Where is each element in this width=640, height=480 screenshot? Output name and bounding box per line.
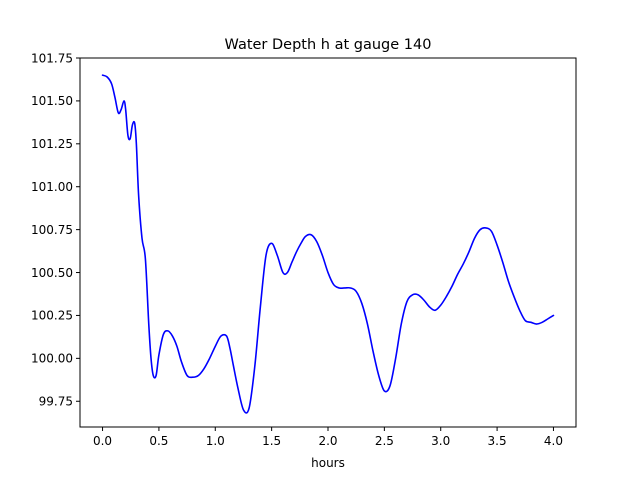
x-tick-label: 2.0 — [318, 434, 337, 448]
y-tick-label: 100.75 — [31, 223, 73, 237]
y-tick-label: 101.50 — [31, 94, 73, 108]
y-axis-ticks: 99.75 100.00 100.25 100.50 100.75 101.00 101.2… — [31, 51, 80, 409]
x-tick-label: 1.5 — [262, 434, 281, 448]
y-tick-label: 100.50 — [31, 266, 73, 280]
y-tick-label: 101.25 — [31, 137, 73, 151]
y-tick-label: 100.00 — [31, 352, 73, 366]
y-tick-label: 100.25 — [31, 309, 73, 323]
x-tick-label: 3.0 — [431, 434, 450, 448]
x-tick-label: 4.0 — [544, 434, 563, 448]
series-line — [101, 74, 555, 414]
y-tick-label: 101.00 — [31, 180, 73, 194]
x-axis-label: hours — [311, 456, 345, 470]
x-tick-label: 1.0 — [206, 434, 225, 448]
x-tick-label: 3.5 — [488, 434, 507, 448]
x-tick-label: 0.0 — [93, 434, 112, 448]
series-layer — [101, 74, 555, 414]
x-axis-ticks: 0.0 0.5 1.0 1.5 2.0 2.5 3.0 3.5 4.0 — [93, 427, 563, 448]
chart-title: Water Depth h at gauge 140 — [225, 37, 432, 53]
y-tick-label: 101.75 — [31, 51, 73, 65]
x-tick-label: 2.5 — [375, 434, 394, 448]
x-tick-label: 0.5 — [149, 434, 168, 448]
y-tick-label: 99.75 — [39, 395, 73, 409]
